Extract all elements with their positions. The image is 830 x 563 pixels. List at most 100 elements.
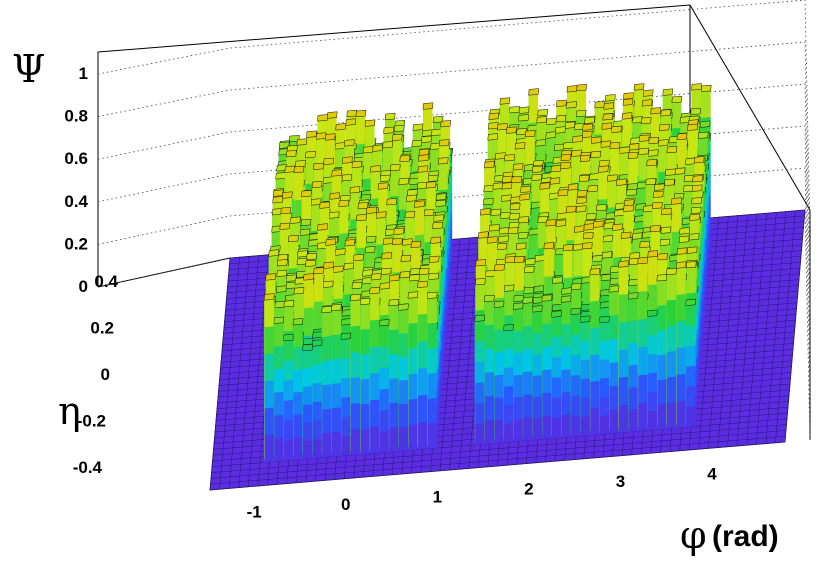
bar-top-face [560,153,572,162]
bar-front-face [671,101,682,129]
bar-top-face [646,159,658,167]
bar-top-face [382,141,393,149]
bar-top-face [647,149,659,157]
bar-top-face [555,126,566,134]
bar-front-face [355,116,366,145]
bar-top-face [324,133,336,141]
bar-top-face [671,95,683,104]
bar-front-face [525,136,535,165]
bar-top-face [601,122,613,130]
bar-front-face [609,148,620,177]
bar-top-face [418,154,429,162]
bar-front-face [634,89,644,118]
bar-top-face [648,136,660,145]
bar-top-face [662,88,674,96]
bar-top-face [412,123,424,131]
bar-front-face [621,118,632,147]
bar-top-face [506,126,517,134]
bar-top-face [497,123,508,131]
bar-top-face [355,109,367,118]
bar-top-face [697,131,709,139]
bar-top-face [687,123,698,131]
bar-top-face [579,154,591,163]
floor-line-eta [211,424,787,473]
bar-top-face [576,84,587,92]
bar-top-face [293,165,305,174]
bar-top-face [571,149,582,157]
bar-top-face [566,85,578,93]
bar-top-face [362,146,374,154]
bar-top-face [422,102,434,110]
frame-top-back-edge [97,4,691,53]
bar-top-face [284,165,296,173]
bar-top-face [323,157,334,165]
bar-front-face [676,139,687,168]
bar-top-face [305,150,316,159]
bar-top-face [417,165,429,173]
bar-top-face [691,83,702,91]
bar-top-face [611,125,622,133]
frame-top-right-edge [689,4,811,211]
bar-top-face [556,99,567,107]
bar-top-face [572,135,583,143]
bar-top-face [341,174,353,182]
bar-top-face [699,120,711,128]
bar-top-face [546,117,557,126]
bar-top-face [640,117,652,125]
bar-top-face [584,116,595,124]
bar-top-face [488,112,500,120]
bar-top-face [322,176,334,184]
bar-top-face [518,106,530,114]
bar-top-face [313,162,324,170]
bar-top-face [633,83,645,91]
bar-top-face [638,134,650,142]
bar-top-face [660,109,672,117]
bar-top-face [590,150,602,159]
bar-top-face [275,172,287,180]
bar-top-face [393,124,405,133]
bar-top-face [437,157,449,165]
bar-top-face [514,142,526,150]
bar-top-face [603,102,615,110]
bar-top-face [315,132,327,140]
floor-line-eta [210,435,786,485]
bar-top-face [566,101,577,109]
bar-top-face [528,88,539,96]
bar-top-face [487,133,499,141]
bar-top-face [440,120,451,128]
bar-front-face [628,157,638,187]
bar-top-face [306,130,317,138]
bar-top-face [384,112,396,121]
bar-top-face [581,130,593,138]
bar-top-face [536,116,548,124]
floor-line-eta [210,430,787,479]
bar-top-face [317,114,328,122]
bar-top-face [334,142,346,150]
bar-top-face [563,141,574,150]
bar-top-face [658,139,669,147]
bar-top-face [524,130,536,138]
bar-top-face [383,126,394,134]
bar-top-face [389,163,401,172]
bar-top-face [484,161,495,169]
bar-front-face [687,129,698,158]
bar-top-face [602,113,614,121]
floor-line-eta [209,441,786,491]
bars-group [263,83,712,463]
bar-top-face [341,156,353,164]
bar-top-face [531,165,543,173]
bar-front-face [658,145,668,173]
bar-top-face [582,123,593,131]
bar-top-face [590,136,602,144]
bar-top-face [600,140,612,148]
bar-top-face [623,92,634,100]
bar-top-face [311,180,323,189]
bar-top-face [427,174,439,182]
bar-top-face [594,101,606,109]
bar-top-face [331,169,343,177]
bar-top-face [372,144,383,152]
bar-top-face [351,160,363,168]
bar-top-face [638,147,649,155]
bar-top-face [516,128,527,136]
bar-top-face [346,109,358,118]
